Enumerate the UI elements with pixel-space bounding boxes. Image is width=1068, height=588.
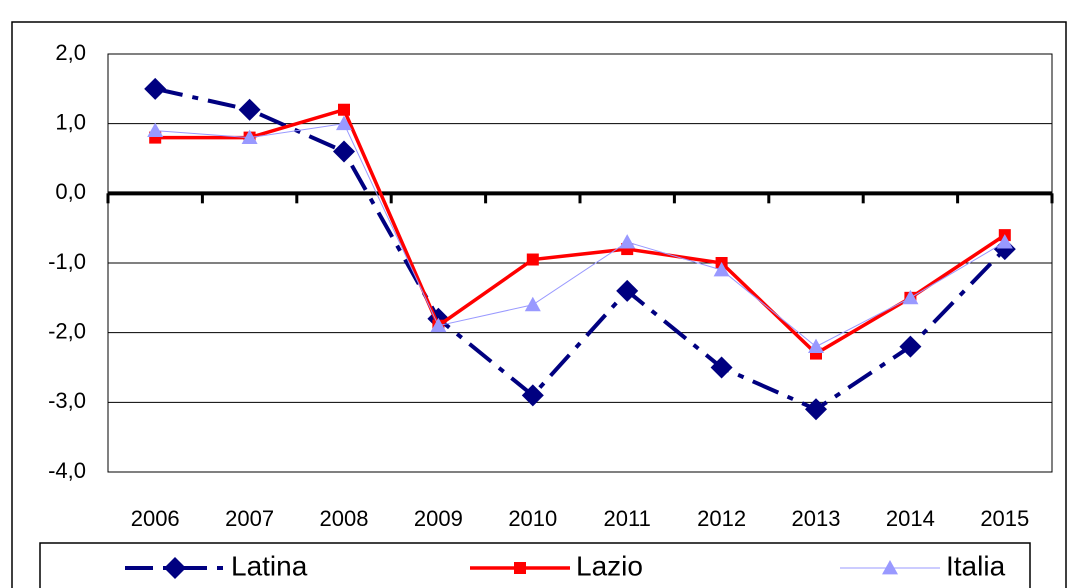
x-tick-label: 2015 <box>980 506 1029 531</box>
y-tick-label: 2,0 <box>55 40 86 65</box>
y-tick-label: 0,0 <box>55 179 86 204</box>
marker <box>882 560 898 575</box>
legend-box <box>39 542 1031 588</box>
x-tick-label: 2006 <box>131 506 180 531</box>
y-tick-label: 1,0 <box>55 109 86 134</box>
marker <box>524 296 541 312</box>
legend-text: Lazio <box>576 550 643 581</box>
x-tick-label: 2008 <box>320 506 369 531</box>
x-tick-label: 2011 <box>604 506 651 531</box>
marker <box>616 279 639 302</box>
marker <box>338 103 350 116</box>
marker <box>147 122 164 138</box>
y-tick-label: -3,0 <box>48 388 86 413</box>
y-tick-label: -1,0 <box>48 249 86 274</box>
marker <box>526 253 539 266</box>
series-line <box>155 123 1006 348</box>
x-tick-label: 2009 <box>414 506 463 531</box>
y-tick-label: -2,0 <box>48 318 86 343</box>
x-tick-label: 2013 <box>792 506 841 531</box>
marker <box>238 98 261 121</box>
legend-text: Italia <box>946 550 1006 581</box>
legend-text: Latina <box>231 550 308 581</box>
marker <box>808 338 824 353</box>
marker <box>164 557 186 579</box>
series-line <box>155 107 1006 356</box>
marker <box>710 356 733 379</box>
x-tick-label: 2014 <box>886 506 935 531</box>
marker <box>514 562 526 574</box>
marker <box>430 317 447 333</box>
x-tick-label: 2012 <box>697 506 746 531</box>
x-tick-label: 2010 <box>508 506 557 531</box>
y-tick-label: -4,0 <box>48 458 86 483</box>
marker <box>241 129 258 144</box>
marker <box>333 140 355 163</box>
x-tick-label: 2007 <box>225 506 274 531</box>
marker <box>993 238 1016 261</box>
marker <box>902 289 919 305</box>
marker <box>805 398 827 421</box>
marker <box>336 115 352 131</box>
marker <box>521 384 544 407</box>
marker <box>713 261 730 277</box>
marker <box>619 234 636 249</box>
marker <box>996 234 1013 249</box>
marker <box>899 335 922 358</box>
marker <box>144 77 167 100</box>
